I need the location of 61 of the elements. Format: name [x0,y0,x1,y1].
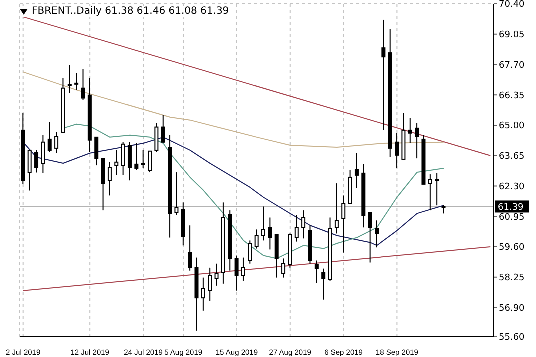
candlestick [254,229,259,250]
candlestick [354,152,359,189]
y-tick-label: 70.40 [499,0,526,10]
candlestick [375,220,379,248]
y-tick-label: 66.35 [499,91,525,102]
candlestick [68,64,72,94]
candlestick [234,255,239,292]
candlestick [262,206,266,242]
candlestick [128,142,132,182]
candlestick [368,212,372,264]
candlestick [334,183,339,234]
candlestick [74,72,79,91]
candlestick [148,150,152,174]
candlestick [41,134,46,174]
line-series [22,72,444,148]
y-tick-label: 69.05 [499,30,525,41]
candlestick [415,122,420,160]
y-tick-label: 58.25 [499,274,525,284]
candlestick [141,150,146,169]
y-tick-label: 60.95 [499,212,525,223]
candlestick [294,215,299,242]
candlestick [342,195,346,254]
ref-line-label: 61.39 [498,203,524,214]
candlestick [248,240,252,264]
candlestick [34,150,39,174]
candlestick [94,136,99,166]
candlestick [395,132,400,169]
candlestick [28,150,32,192]
candlestick [108,162,112,196]
y-tick-label: 63.65 [499,152,525,162]
chart-title: FBRENT..Daily 61.38 61.46 61.08 61.39 [32,6,230,17]
y-tick-label: 67.70 [499,60,526,71]
candlestick [435,172,440,206]
candlestick [134,143,139,171]
candlestick [268,217,272,250]
candlestick [382,19,386,131]
candlestick [214,263,219,286]
y-tick-label: 62.30 [499,182,526,192]
candlestick [282,258,286,278]
candlestick [114,150,119,176]
candlestick [174,172,179,216]
candlestick [241,257,246,282]
line-series [62,124,444,260]
candlestick [428,174,432,212]
y-tick-label: 55.60 [499,333,526,344]
candlestick [322,268,326,300]
candlestick [188,225,192,272]
y-tick-label: 65.00 [499,122,526,132]
candlestick [314,260,319,284]
candlestick [154,122,159,153]
candlestick [54,132,59,154]
candlestick [408,118,412,144]
candlestick [121,142,126,176]
candlestick [161,114,166,144]
candlestick [302,210,306,240]
candlestick [81,68,86,101]
candlestick [208,267,212,302]
y-tick-label: 56.90 [499,304,526,314]
candlestick [201,277,206,312]
candlestick [48,122,52,153]
y-tick-label: 59.60 [499,243,526,254]
